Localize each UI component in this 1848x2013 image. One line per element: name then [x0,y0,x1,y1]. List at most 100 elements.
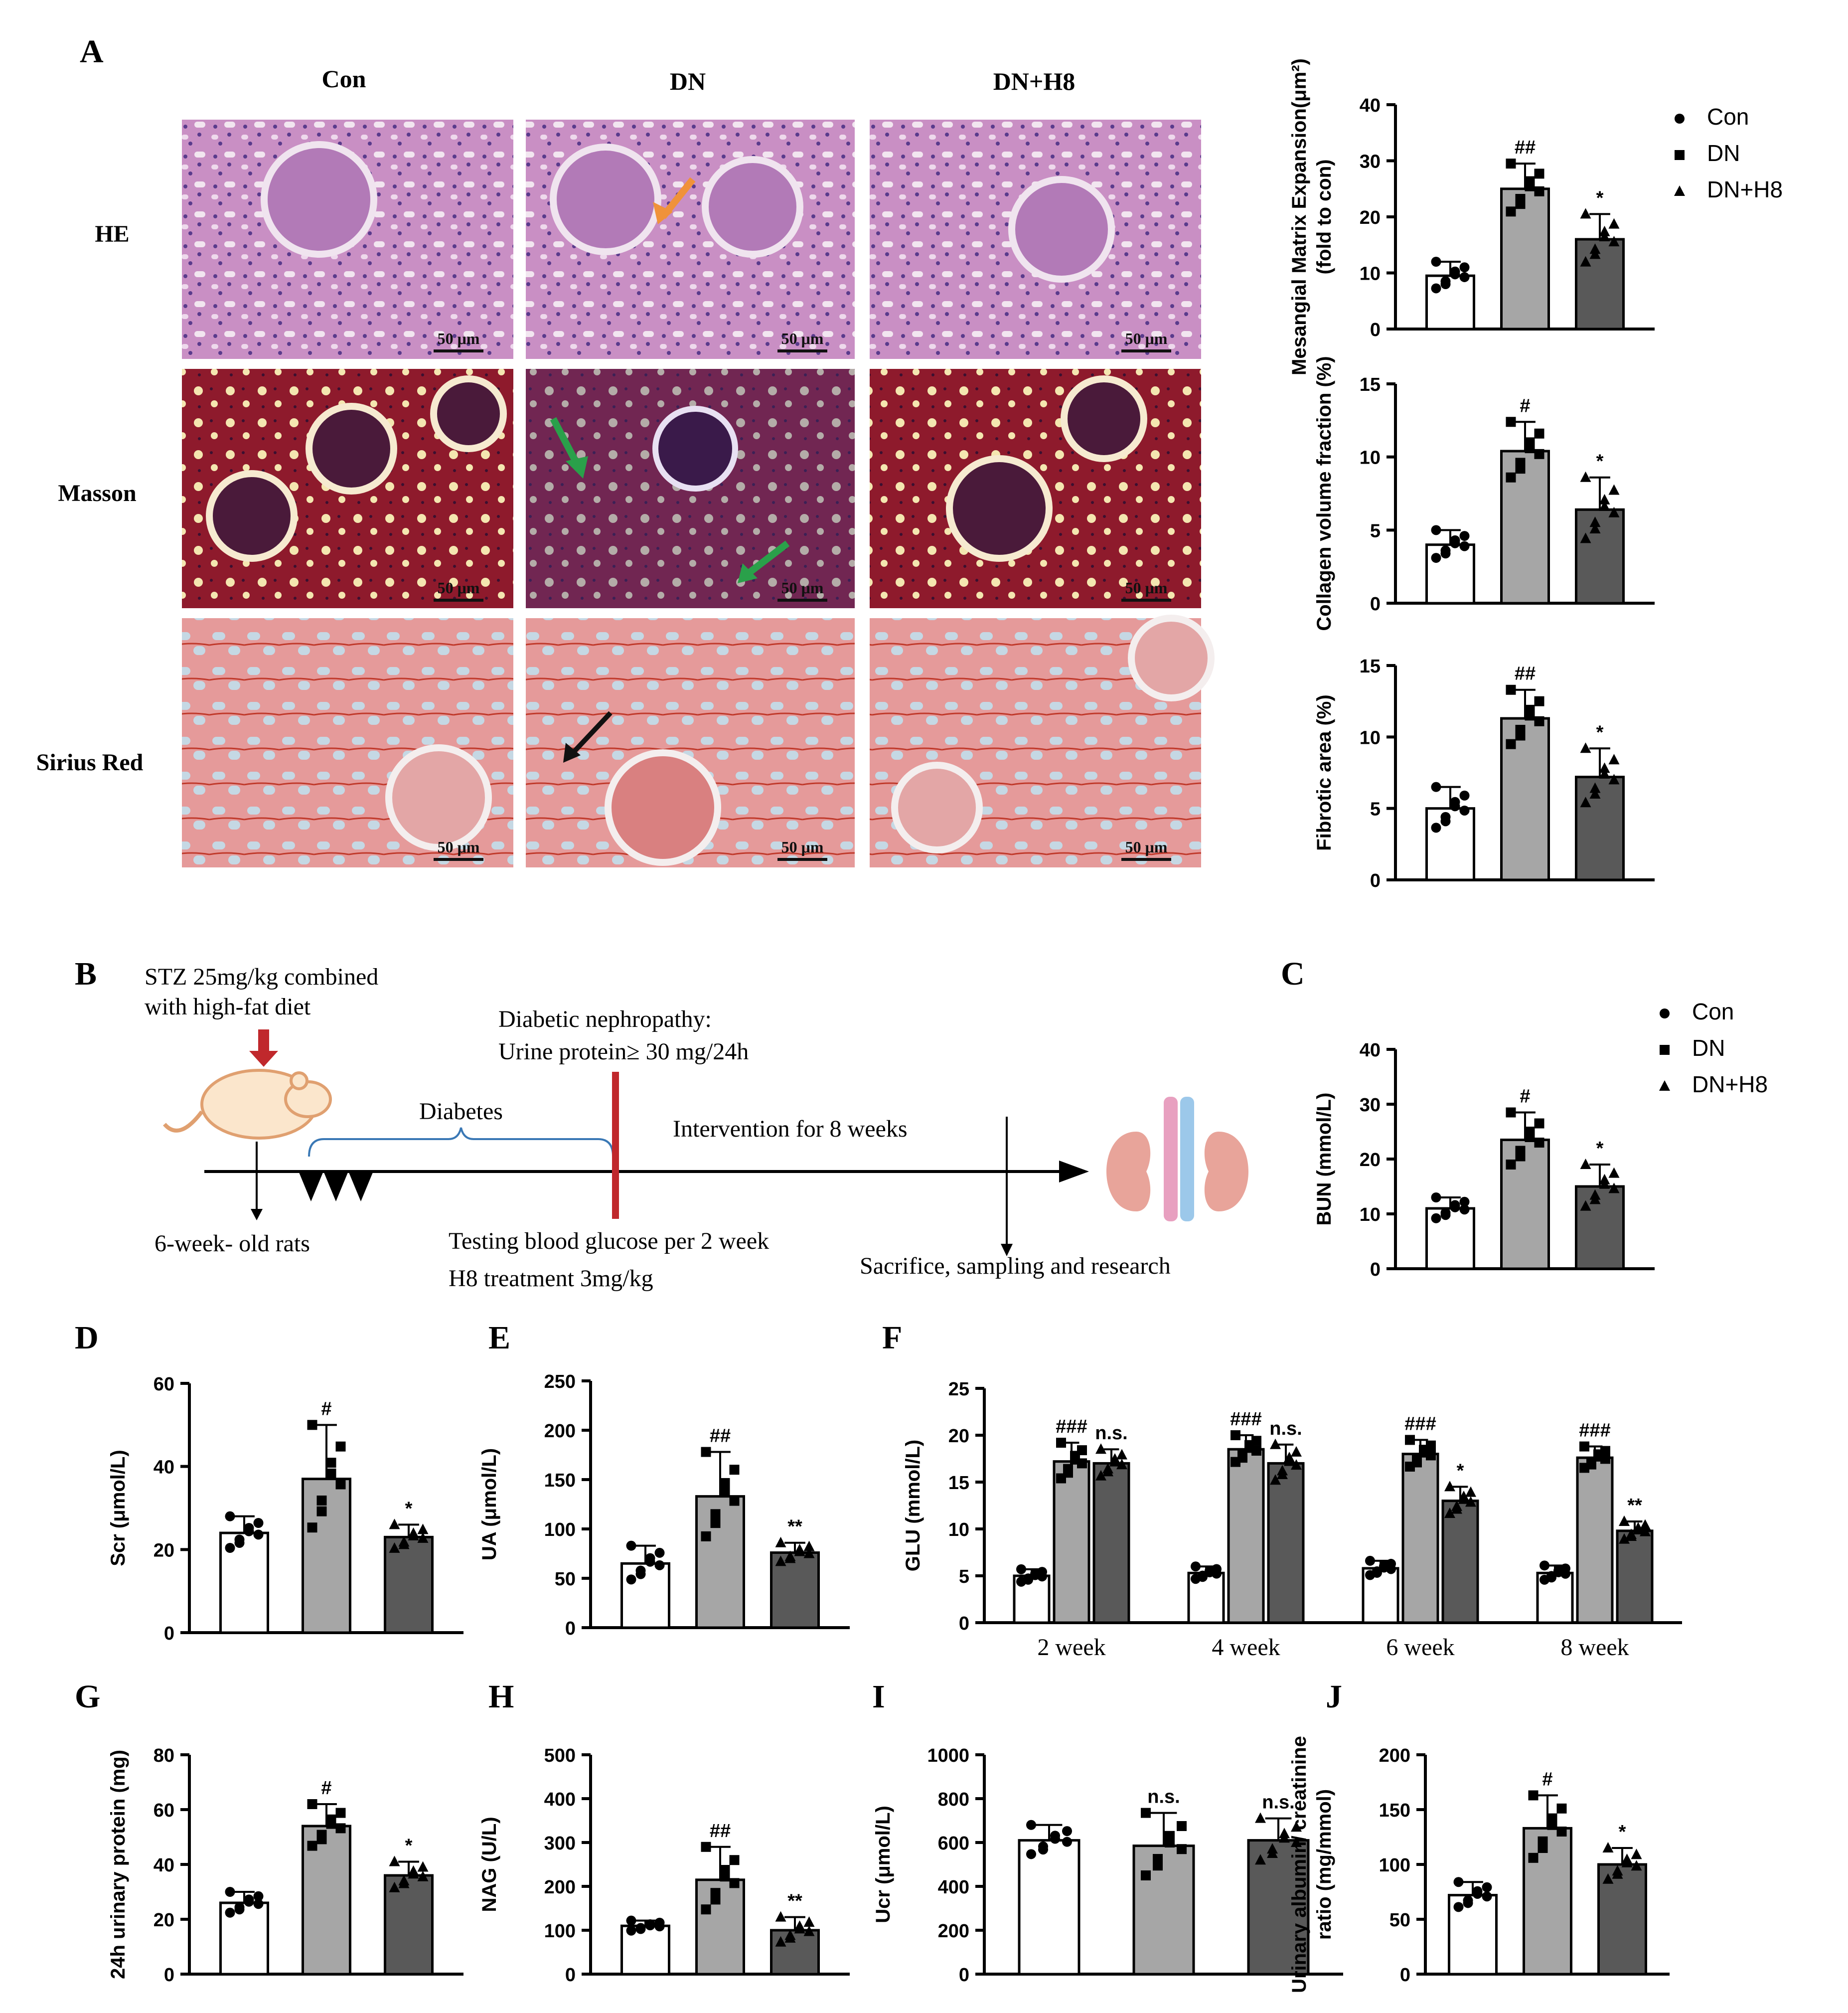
data-point [729,1465,740,1475]
significance-label: * [1596,451,1604,472]
data-point [1608,774,1620,785]
data-point [316,1834,327,1845]
scale-bar-label: 50 μm [781,579,824,597]
data-point [1267,1847,1278,1858]
data-point [1291,1837,1302,1847]
data-point [1459,262,1470,273]
data-point [1038,1845,1048,1855]
data-point [1472,1886,1483,1896]
data-point [408,1527,419,1538]
lesion-arrow-orange [653,177,696,224]
bar [1576,1456,1614,1624]
data-point [1277,1468,1288,1479]
marker-triangle [349,1173,373,1201]
data-point [1602,1873,1614,1884]
data-point [1191,1561,1201,1572]
y-tick-label: 60 [154,1800,174,1821]
data-point [1450,797,1460,807]
data-point [1608,484,1620,495]
data-point [1626,1530,1637,1541]
data-point [1458,1491,1469,1502]
data-point [1459,272,1470,282]
bar [770,1929,820,1976]
data-point [1534,1118,1544,1129]
data-point [635,1569,646,1579]
data-point [1534,449,1544,459]
data-point [729,1496,740,1506]
data-point [1431,1213,1441,1223]
data-point [253,1518,264,1528]
data-point [1580,256,1591,267]
glomerulus [550,144,661,255]
x-tick-label: 6 week [1386,1634,1454,1661]
data-point [1580,471,1591,482]
data-point [1050,1831,1060,1841]
data-point [720,1478,730,1488]
data-point [1506,417,1516,427]
histology-col-dn: DN [670,67,706,95]
data-point [701,1531,711,1541]
sacrifice-label: Sacrifice, sampling and research [860,1253,1171,1279]
data-point [1506,206,1516,217]
significance-label: # [321,1398,331,1419]
y-tick-label: 0 [1370,320,1381,340]
data-point [1465,1496,1476,1507]
significance-label: n.s. [1262,1792,1294,1813]
data-point [1023,1574,1033,1585]
scale-bar-label: 50 μm [438,330,480,347]
y-tick-label: 40 [154,1855,174,1876]
data-point [1525,437,1535,448]
data-point [244,1894,254,1905]
glomerulus [385,744,492,851]
panel-letter-b: B [75,956,97,992]
data-point [1063,1468,1073,1478]
significance-label: ## [1515,664,1536,684]
data-point [1580,1200,1591,1211]
data-point [1459,1196,1470,1207]
y-axis-label: Urinary albumin/ creatinine [1288,1736,1310,1993]
glomerulus [1128,615,1215,701]
data-point [234,1904,245,1915]
y-axis-label: NAG (U/L) [478,1817,500,1912]
data-point [1515,464,1526,474]
data-point [626,1540,636,1551]
data-point [1506,472,1516,483]
y-tick-label: 15 [1360,374,1381,395]
data-point [417,1523,429,1534]
scale-bars: 50 μm 50 μm 50 μm 50 μm 50 μm 50 μm 50 μm 50 μm… [434,330,1171,861]
data-point [1451,1503,1462,1514]
y-tick-label: 10 [1360,448,1381,469]
data-point [244,1523,254,1533]
data-point [1062,1837,1072,1847]
chart-mesangial: 0 10 20 30 40 Mesangial Matrix Expansion(μm²)… [1288,58,1655,375]
data-point [326,1814,336,1825]
data-point [1546,1572,1556,1583]
panel-letter-e: E [488,1320,510,1356]
data-point [335,1808,346,1818]
data-point [225,1907,235,1918]
data-point [253,1891,264,1901]
data-point [225,1543,235,1553]
y-tick-label: 0 [1370,594,1381,615]
data-point [803,1540,815,1551]
y-tick-label: 100 [544,1519,576,1540]
data-point [1525,1127,1535,1137]
data-point [794,1920,805,1931]
data-point [1426,1450,1436,1461]
data-point [1506,159,1516,169]
glucose-testing-label: Testing blood glucose per 2 week [449,1228,769,1254]
data-point [626,1574,636,1585]
y-tick-label: 5 [1370,799,1381,820]
y-axis-label: ratio (mg/mmol) [1313,1789,1335,1940]
data-point [710,1518,721,1528]
data-point [775,1555,786,1566]
legend: Con DN DN+H8 [1674,104,1783,202]
data-point [1580,742,1591,753]
bar [1575,508,1625,605]
bar [1227,1448,1265,1624]
bar [1401,1453,1439,1624]
glomerulus [261,141,377,258]
significance-label: * [1596,187,1604,208]
scale-bar-label: 50 μm [781,330,824,347]
significance-label: ## [710,1426,731,1447]
